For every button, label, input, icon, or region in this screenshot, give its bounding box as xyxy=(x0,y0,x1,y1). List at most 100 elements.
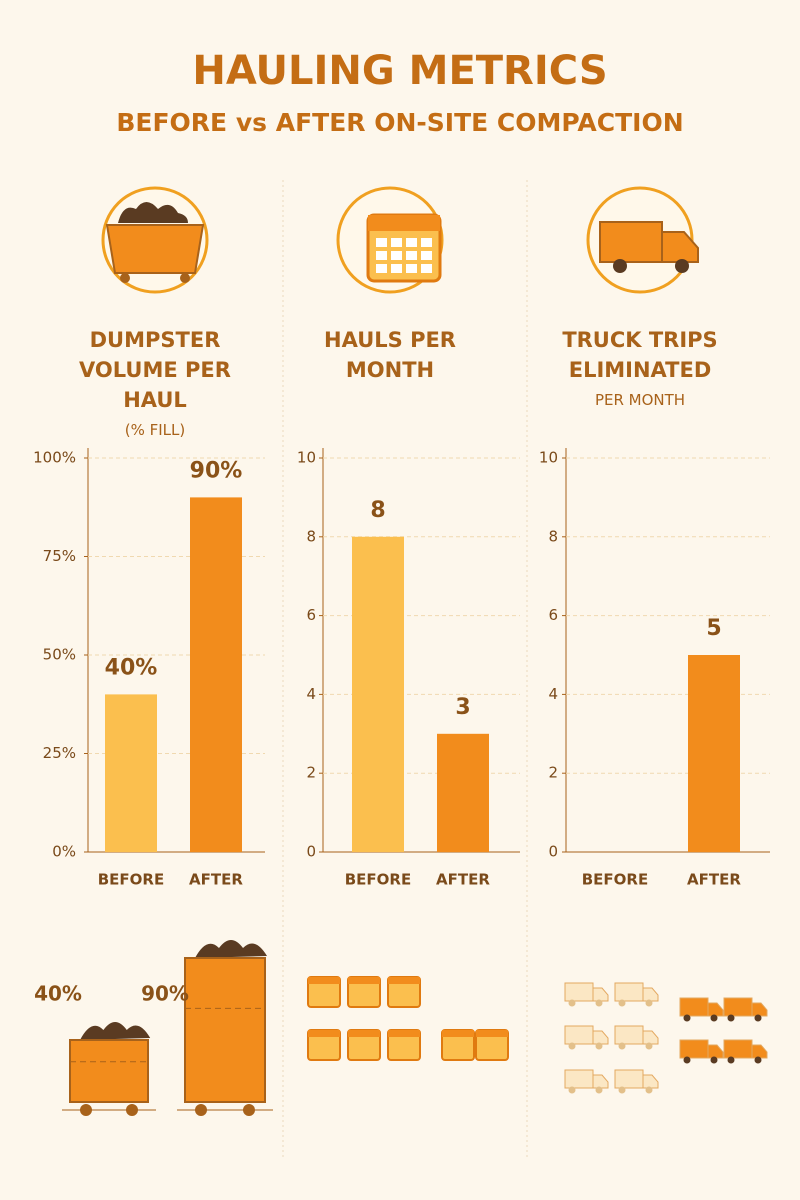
panel-heading: HAULS PER MONTH xyxy=(320,325,460,385)
y-tick-label: 100% xyxy=(33,449,76,467)
data-label: 8 xyxy=(370,498,385,523)
x-tick-label: BEFORE xyxy=(345,871,411,889)
pictogram-label: 40% xyxy=(34,982,82,1006)
chart-subtitle: (% FILL) xyxy=(124,421,186,439)
truck xyxy=(723,997,768,1022)
truck-cab xyxy=(751,1044,768,1059)
wheel xyxy=(618,999,626,1007)
truck-body xyxy=(679,1039,709,1059)
truck xyxy=(679,997,724,1022)
wheel xyxy=(568,999,576,1007)
bar xyxy=(105,694,157,852)
data-label: 5 xyxy=(706,616,721,641)
wheel xyxy=(727,1056,735,1064)
bags xyxy=(80,1022,151,1040)
bags xyxy=(195,940,267,958)
truck-body xyxy=(723,1039,753,1059)
calendar-cell xyxy=(391,238,402,247)
wheel xyxy=(595,1042,603,1050)
y-tick-label: 6 xyxy=(306,606,316,624)
truck-cab xyxy=(592,987,609,1002)
wheel xyxy=(618,1042,626,1050)
truck-body xyxy=(614,982,644,1002)
bar xyxy=(688,655,740,852)
calendar-cell xyxy=(406,264,417,273)
truck xyxy=(564,1025,609,1050)
x-tick-label: AFTER xyxy=(189,871,243,889)
truck xyxy=(723,1039,768,1064)
truck-cab xyxy=(751,1002,768,1017)
title: HAULING METRICS xyxy=(192,48,608,94)
bar xyxy=(437,733,489,852)
truck-cab xyxy=(707,1044,724,1059)
wheel xyxy=(683,1056,691,1064)
calendar-top xyxy=(388,1030,420,1037)
truck xyxy=(614,982,659,1007)
truck-cab xyxy=(642,1030,659,1045)
wheel xyxy=(595,1086,603,1094)
panel-heading: TRUCK TRIPS ELIMINATED PER MONTH xyxy=(560,325,720,409)
truck-body xyxy=(723,997,753,1017)
wheel xyxy=(754,1014,762,1022)
wheel xyxy=(243,1104,255,1116)
wheel xyxy=(195,1104,207,1116)
calendar-top xyxy=(348,1030,380,1037)
truck-cab xyxy=(592,1074,609,1089)
chart-subtitle: PER MONTH xyxy=(594,391,686,409)
wheel xyxy=(675,259,689,273)
calendar-cell xyxy=(391,251,402,260)
wheel xyxy=(710,1014,718,1022)
wheel xyxy=(618,1086,626,1094)
wheel xyxy=(120,273,130,283)
calendar-cell xyxy=(391,264,402,273)
bar xyxy=(190,497,242,852)
calendar-top xyxy=(348,977,380,984)
calendar-cell xyxy=(376,251,387,260)
truck xyxy=(564,1069,609,1094)
wheel xyxy=(568,1086,576,1094)
data-label: 90% xyxy=(190,458,243,483)
dumpster-icon xyxy=(105,224,205,274)
truck-body xyxy=(564,1069,594,1089)
calendar-top xyxy=(308,977,340,984)
y-tick-label: 8 xyxy=(548,527,558,545)
calendar-cell xyxy=(376,238,387,247)
y-tick-label: 75% xyxy=(43,547,76,565)
calendar-top xyxy=(308,1030,340,1037)
y-tick-label: 2 xyxy=(548,764,558,782)
truck-body xyxy=(614,1025,644,1045)
truck-body xyxy=(564,1025,594,1045)
truck-body xyxy=(614,1069,644,1089)
wheel xyxy=(126,1104,138,1116)
x-tick-label: AFTER xyxy=(436,871,490,889)
truck-cab xyxy=(592,1030,609,1045)
y-tick-label: 0 xyxy=(306,843,316,861)
chart-title: DUMPSTER VOLUME PER HAUL xyxy=(79,328,231,412)
truck xyxy=(564,982,609,1007)
chart-title: TRUCK TRIPS ELIMINATED xyxy=(562,328,718,382)
y-tick-label: 50% xyxy=(43,646,76,664)
wheel xyxy=(613,259,627,273)
wheel xyxy=(754,1056,762,1064)
panel-heading: DUMPSTER VOLUME PER HAUL (% FILL) xyxy=(30,325,280,439)
pictogram-label: 90% xyxy=(141,982,189,1006)
x-tick-label: AFTER xyxy=(687,871,741,889)
wheel xyxy=(645,1086,653,1094)
calendar-cell xyxy=(376,264,387,273)
wheel xyxy=(180,273,190,283)
wheel xyxy=(683,1014,691,1022)
bags-icon xyxy=(118,202,188,223)
truck-cab xyxy=(642,1074,659,1089)
calendar-cell xyxy=(406,251,417,260)
wheel xyxy=(80,1104,92,1116)
truck-body xyxy=(599,221,663,263)
y-tick-label: 4 xyxy=(548,685,558,703)
x-tick-label: BEFORE xyxy=(582,871,648,889)
wheel xyxy=(710,1056,718,1064)
wheel xyxy=(568,1042,576,1050)
y-tick-label: 25% xyxy=(43,744,76,762)
y-tick-label: 10 xyxy=(539,449,558,467)
calendar-cell xyxy=(421,264,432,273)
